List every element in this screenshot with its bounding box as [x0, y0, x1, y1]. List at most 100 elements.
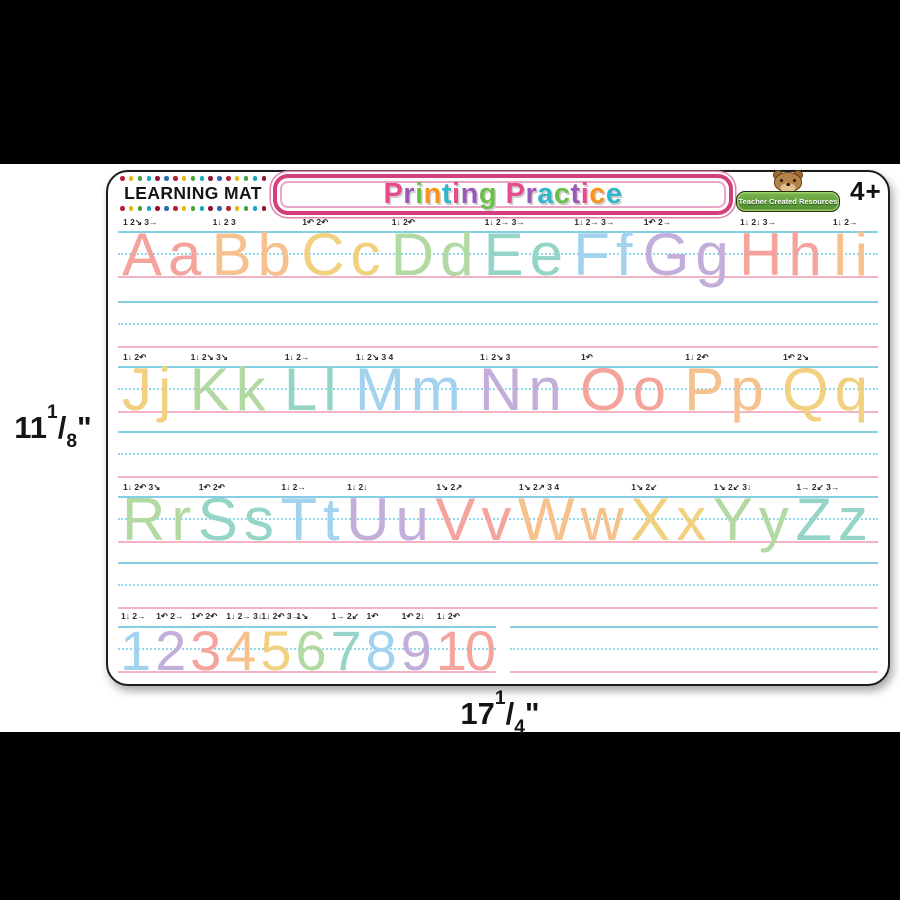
color-dot: [199, 176, 205, 181]
letter-pair-Bb: 1↓ 2 3 Bb: [212, 218, 297, 285]
stroke-order-marks: 1↶ 2→: [643, 217, 672, 227]
stroke-order-marks: 1↓ 2↓ 3→: [740, 217, 776, 227]
traceable-glyph: Hh: [739, 221, 828, 288]
traceable-glyph: Bb: [211, 221, 297, 288]
stroke-order-marks: 1↓ 2→ 3→: [574, 217, 615, 227]
stroke-order-marks: 1↓ 2↘ 3 4: [355, 352, 394, 362]
letter-pair-Hh: 1↓ 2↓ 3→ Hh: [739, 218, 828, 285]
title-letter: P: [383, 178, 404, 210]
color-dot: [199, 206, 205, 211]
number-glyphs: 1↓ 2→ 1 1↶ 2→ 2 1↶ 2↶ 3 1↓ 2→ 3↓ 4 1↓ 2↶ 3→ 5 1↘ 6 1…: [120, 612, 496, 683]
page-title: Printing Practice: [383, 178, 622, 211]
letter-glyphs: 1 2↘ 3→ Aa 1↓ 2 3 Bb 1↶ 2↶ Cc 1↓ 2↶ Dd 1↓ 2→ 3→ E…: [122, 218, 874, 285]
letter-pair-Nn: 1↓ 2↘ 3 Nn: [479, 353, 568, 420]
color-dot: [217, 206, 222, 211]
traceable-glyph: Xx: [630, 486, 713, 553]
rule-line-top: [118, 301, 878, 303]
stroke-order-marks: 1↘ 2↙: [631, 482, 658, 492]
color-dot: [181, 206, 187, 211]
stroke-order-marks: 1↶: [366, 611, 379, 621]
letter-pair-Vv: 1↘ 2↗ Vv: [435, 483, 517, 550]
number-9: 1↶ 2↓ 9: [401, 612, 432, 683]
stroke-order-marks: 1↓ 2→: [121, 611, 146, 621]
title-letter: n: [460, 178, 479, 210]
rule-line-bottom: [118, 276, 878, 278]
traceable-glyph: 4: [225, 619, 256, 682]
traceable-glyph: 9: [400, 619, 432, 682]
letter-pair-Ii: 1↓ 2→ Ii: [832, 218, 874, 285]
rule-line-top: [118, 366, 878, 368]
letter-pair-Xx: 1↘ 2↙ Xx: [630, 483, 712, 550]
traceable-glyph: Ff: [573, 221, 639, 288]
color-dot: [164, 206, 169, 211]
letter-pair-Yy: 1↘ 2↙ 3↓ Yy: [713, 483, 795, 550]
rule-line-middle-dashed: [118, 648, 496, 650]
stroke-order-marks: 1↓ 2 3: [212, 217, 236, 227]
rule-line-middle-dashed: [118, 388, 878, 390]
color-dot: [190, 176, 196, 181]
stroke-order-marks: 1↓ 2→ 3→: [484, 217, 525, 227]
rule-line-middle-dashed: [118, 584, 878, 586]
rule-line-top: [118, 626, 496, 628]
color-dot: [208, 206, 213, 211]
traceable-glyph: 10: [435, 619, 496, 682]
color-dot: [155, 176, 160, 181]
color-dot: [252, 206, 258, 211]
number-4: 1↓ 2→ 3↓ 4: [225, 612, 262, 683]
color-dot: [120, 176, 125, 181]
stroke-order-marks: 1↘: [296, 611, 309, 621]
traceable-glyph: 5: [260, 619, 291, 682]
traceable-glyph: Kk: [189, 356, 272, 423]
numbers-row: 1↓ 2→ 1 1↶ 2→ 2 1↶ 2↶ 3 1↓ 2→ 3↓ 4 1↓ 2↶ 3→ 5 1↘ 6 1…: [118, 612, 878, 679]
title-letter: r: [525, 178, 538, 210]
letter-pair-Aa: 1 2↘ 3→ Aa: [122, 218, 207, 285]
rule-line-middle-dashed: [118, 453, 878, 455]
learning-mat: LEARNING MAT Printing Practice Teacher C…: [106, 170, 890, 686]
rule-line-bottom: [118, 476, 878, 478]
title-letter: t: [570, 178, 581, 210]
traceable-glyph: 2: [155, 619, 186, 682]
blank-practice-row: [118, 431, 878, 478]
stroke-order-marks: 1↓ 2↶: [436, 611, 460, 621]
traceable-glyph: Tt: [280, 486, 346, 553]
title-letter: e: [605, 178, 623, 210]
stroke-order-marks: 1↶ 2→: [156, 611, 184, 621]
letter-pair-Dd: 1↓ 2↶ Dd: [391, 218, 480, 285]
color-dot: [226, 176, 231, 181]
title-letter: t: [441, 178, 453, 210]
stroke-order-marks: 1↶ 2↶: [198, 482, 225, 492]
bear-mascot-icon: [770, 170, 806, 194]
color-dot: [146, 176, 152, 181]
title-letter: c: [589, 178, 606, 210]
traceable-glyph: Oo: [580, 356, 673, 423]
letter-glyphs: 1↓ 2↶ 3↘ Rr 1↶ 2↶ Ss 1↓ 2→ Tt 1↓ 2↓ Uu 1↘ 2↗ Vv 1↘…: [122, 483, 874, 550]
rule-line-top: [118, 431, 878, 433]
traceable-glyph: Ll: [283, 356, 343, 423]
title-letter: P: [505, 178, 526, 210]
number-8: 1↶ 8: [366, 612, 397, 683]
color-dot: [164, 176, 169, 181]
title-letter: g: [478, 178, 498, 210]
stroke-order-marks: 1↓ 2→: [281, 482, 306, 492]
letter-pair-Kk: 1↓ 2↘ 3↘ Kk: [190, 353, 272, 420]
rule-line-top: [118, 496, 878, 498]
stroke-order-marks: 1↶ 2↘: [782, 352, 809, 362]
stroke-order-marks: 1↶: [581, 352, 593, 362]
stroke-order-marks: 1↘ 2↗ 3 4: [518, 482, 560, 492]
publisher-logo: Teacher Created Resources: [736, 169, 840, 214]
letter-pair-Rr: 1↓ 2↶ 3↘ Rr: [122, 483, 197, 550]
traceable-glyph: Pp: [684, 356, 770, 423]
traceable-glyph: Yy: [712, 486, 795, 553]
stroke-order-marks: 1↓ 2↶: [123, 352, 147, 362]
blank-practice-segment: [510, 626, 878, 673]
rule-line-bottom: [118, 607, 878, 609]
title-letter: i: [415, 178, 424, 210]
numbers-segment: 1↓ 2→ 1 1↶ 2→ 2 1↶ 2↶ 3 1↓ 2→ 3↓ 4 1↓ 2↶ 3→ 5 1↘ 6 1…: [118, 612, 496, 679]
stroke-order-marks: 1↓ 2↘ 3↘: [190, 352, 228, 362]
letter-pair-Jj: 1↓ 2↶ Jj: [122, 353, 177, 420]
title-letter: i: [452, 178, 461, 210]
traceable-glyph: 1: [120, 619, 151, 682]
height-dimension-label: 111/8": [14, 402, 92, 453]
letter-pair-Ee: 1↓ 2→ 3→ Ee: [484, 218, 569, 285]
title-banner: Printing Practice: [273, 174, 733, 215]
